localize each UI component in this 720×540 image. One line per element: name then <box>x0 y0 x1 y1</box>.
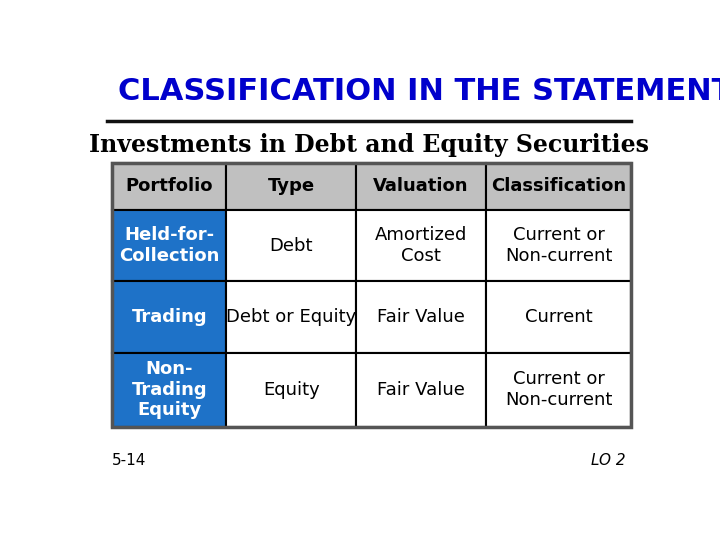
Text: Current: Current <box>525 308 593 326</box>
Text: Amortized
Cost: Amortized Cost <box>375 226 467 265</box>
Text: Current or
Non-current: Current or Non-current <box>505 226 612 265</box>
FancyBboxPatch shape <box>227 353 356 427</box>
FancyBboxPatch shape <box>356 353 486 427</box>
Text: Fair Value: Fair Value <box>377 308 465 326</box>
FancyBboxPatch shape <box>356 281 486 353</box>
FancyBboxPatch shape <box>356 163 486 210</box>
Text: Classification: Classification <box>491 177 626 195</box>
Text: Fair Value: Fair Value <box>377 381 465 399</box>
Text: Equity: Equity <box>263 381 320 399</box>
Text: 5-14: 5-14 <box>112 453 147 468</box>
Text: Debt or Equity: Debt or Equity <box>226 308 356 326</box>
Text: Trading: Trading <box>132 308 207 326</box>
Text: Investments in Debt and Equity Securities: Investments in Debt and Equity Securitie… <box>89 133 649 157</box>
FancyBboxPatch shape <box>486 353 631 427</box>
Text: Valuation: Valuation <box>374 177 469 195</box>
FancyBboxPatch shape <box>486 210 631 281</box>
Text: LO 2: LO 2 <box>591 453 626 468</box>
FancyBboxPatch shape <box>112 163 227 210</box>
FancyBboxPatch shape <box>112 281 227 353</box>
Text: Type: Type <box>268 177 315 195</box>
FancyBboxPatch shape <box>112 353 227 427</box>
Text: Current or
Non-current: Current or Non-current <box>505 370 612 409</box>
FancyBboxPatch shape <box>112 210 227 281</box>
Text: CLASSIFICATION IN THE STATEMENT: CLASSIFICATION IN THE STATEMENT <box>118 77 720 106</box>
Text: Held-for-
Collection: Held-for- Collection <box>120 226 220 265</box>
Text: Debt: Debt <box>269 237 313 255</box>
FancyBboxPatch shape <box>227 281 356 353</box>
FancyBboxPatch shape <box>227 210 356 281</box>
Text: Non-
Trading
Equity: Non- Trading Equity <box>132 360 207 420</box>
FancyBboxPatch shape <box>486 281 631 353</box>
Text: Portfolio: Portfolio <box>126 177 213 195</box>
FancyBboxPatch shape <box>486 163 631 210</box>
FancyBboxPatch shape <box>227 163 356 210</box>
FancyBboxPatch shape <box>356 210 486 281</box>
